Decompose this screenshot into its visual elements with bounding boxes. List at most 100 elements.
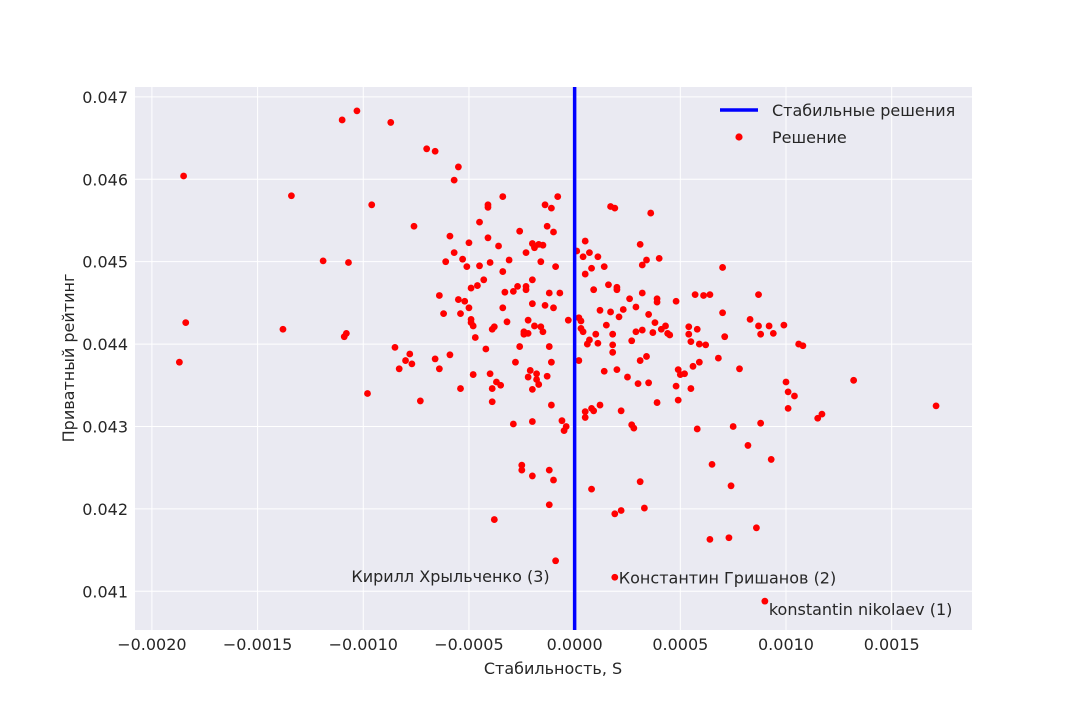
x-axis-label: Стабильность, S — [484, 659, 622, 678]
x-tick-label: −0.0005 — [434, 635, 503, 654]
horizontal-gridlines — [135, 96, 972, 592]
data-point — [590, 286, 598, 294]
data-point — [182, 319, 190, 327]
data-point — [528, 385, 536, 393]
data-point — [581, 408, 589, 416]
data-point — [596, 306, 604, 314]
data-point — [645, 379, 653, 387]
data-point — [338, 116, 346, 124]
x-tick-label: 0.0010 — [758, 635, 814, 654]
data-point — [537, 258, 545, 266]
data-point — [558, 417, 566, 425]
data-point — [531, 322, 538, 330]
data-point — [666, 331, 674, 339]
data-point — [454, 296, 462, 303]
data-point — [799, 342, 807, 350]
data-point — [550, 228, 557, 236]
data-point — [480, 276, 488, 284]
data-point — [539, 328, 547, 336]
data-point — [431, 355, 439, 363]
data-point — [391, 343, 399, 351]
x-tick-label: 0.0000 — [547, 635, 603, 654]
data-point — [518, 461, 526, 469]
data-point — [533, 370, 540, 378]
data-point — [674, 396, 682, 404]
data-point — [765, 322, 773, 330]
y-tick-label: 0.047 — [82, 88, 128, 107]
data-point — [486, 370, 494, 378]
data-point — [509, 420, 517, 428]
point-annotations: Кирилл Хрыльченко (3) Константин Гришанов… — [351, 567, 952, 619]
data-point — [761, 597, 769, 605]
data-point — [410, 222, 418, 230]
data-point — [611, 204, 619, 212]
data-point — [518, 466, 526, 474]
data-point — [691, 291, 699, 299]
data-point — [721, 333, 729, 341]
data-point — [545, 289, 553, 297]
data-point — [495, 242, 502, 250]
data-point — [476, 218, 483, 226]
data-point — [450, 176, 458, 184]
data-point — [632, 303, 640, 311]
data-point — [545, 466, 553, 474]
data-point — [528, 418, 536, 425]
data-point — [725, 534, 733, 542]
data-point — [450, 249, 458, 257]
data-point — [435, 292, 443, 299]
data-point — [757, 419, 765, 427]
data-point — [714, 354, 722, 362]
data-point — [643, 353, 650, 360]
data-point — [482, 345, 490, 353]
data-point — [579, 253, 587, 261]
data-point — [579, 328, 587, 336]
data-point — [640, 504, 648, 512]
data-point — [467, 284, 475, 292]
data-point — [588, 485, 595, 493]
data-point — [465, 239, 473, 247]
data-point — [736, 365, 743, 373]
y-axis-label: Приватный рейтинг — [59, 274, 78, 443]
data-point — [638, 289, 646, 297]
y-tick-label: 0.045 — [82, 253, 128, 272]
data-point — [577, 317, 585, 325]
data-point — [575, 357, 583, 364]
data-point — [630, 424, 638, 432]
data-point — [402, 357, 409, 364]
data-point — [708, 460, 716, 468]
data-point — [850, 376, 858, 384]
data-point — [516, 227, 524, 235]
data-point — [499, 304, 507, 312]
data-point — [476, 262, 483, 270]
data-point — [562, 423, 570, 430]
data-point — [528, 300, 536, 308]
data-point — [545, 501, 553, 509]
data-point — [594, 253, 602, 261]
data-point — [605, 281, 612, 289]
data-point — [524, 373, 532, 381]
data-point — [592, 330, 600, 338]
data-point — [746, 315, 754, 323]
data-point — [499, 193, 507, 200]
x-tick-label: −0.0010 — [329, 635, 398, 654]
data-point — [543, 372, 551, 380]
data-point — [634, 380, 642, 388]
data-point — [672, 297, 680, 305]
data-point — [545, 343, 553, 350]
y-tick-label: 0.044 — [82, 335, 128, 354]
data-point — [528, 472, 536, 480]
data-point — [522, 286, 530, 294]
data-point — [541, 201, 549, 209]
data-point — [446, 232, 454, 240]
data-point — [689, 362, 697, 370]
data-point — [581, 414, 589, 421]
data-point — [547, 358, 555, 366]
data-point — [581, 270, 589, 278]
x-tick-label: 0.0015 — [864, 635, 920, 654]
data-point — [467, 315, 475, 323]
data-point — [547, 401, 555, 409]
data-point — [632, 328, 640, 336]
data-point — [638, 326, 646, 334]
point-annotation: Кирилл Хрыльченко (3) — [351, 567, 549, 586]
data-point — [586, 336, 593, 344]
